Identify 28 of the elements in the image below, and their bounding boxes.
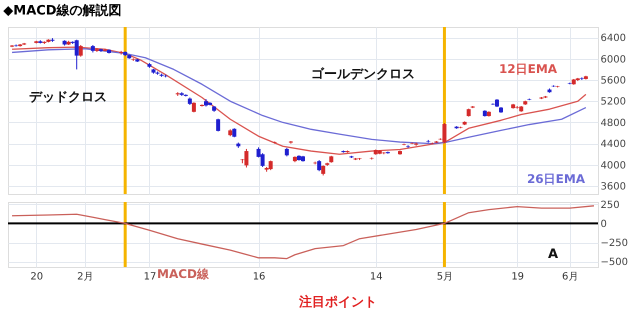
y-tick-label: 6000 [600, 54, 626, 66]
annotation: A [548, 247, 558, 262]
text: 注目ポイント [298, 294, 377, 310]
y-tick-label: −500 [600, 257, 628, 268]
y-tick-label: 6400 [600, 33, 626, 44]
text: 26日EMA [526, 172, 586, 186]
x-tick-label: 20 [30, 272, 44, 282]
y-tick-label: −250 [600, 238, 628, 250]
y-tick-label: 250 [600, 200, 620, 211]
y-tick-label: 5600 [600, 76, 626, 87]
y-tick-label: 3600 [600, 182, 626, 193]
y-tick-label: 4800 [600, 118, 626, 129]
x-tick-label: 6月 [562, 272, 578, 282]
x-tick-label: 2月 [77, 272, 94, 282]
y-tick-label: 4000 [600, 160, 626, 172]
x-tick-label: 16 [252, 272, 266, 282]
annotation: デッドクロス [29, 90, 107, 105]
text: 12日EMA [498, 62, 558, 76]
y-tick-label: 4400 [600, 139, 626, 150]
x-tick-label: 17 [144, 272, 156, 282]
y-tick-label: 0 [600, 218, 607, 230]
annotation: ゴールデンクロス [311, 67, 415, 82]
y-tick-label: 5200 [600, 96, 626, 108]
series-label: MACD線 [157, 267, 210, 281]
x-tick-label: 5月 [436, 272, 454, 282]
chart-title: ◆MACD線の解説図 [3, 2, 122, 18]
x-tick-label: 19 [511, 272, 524, 282]
x-tick-label: 14 [370, 272, 383, 282]
